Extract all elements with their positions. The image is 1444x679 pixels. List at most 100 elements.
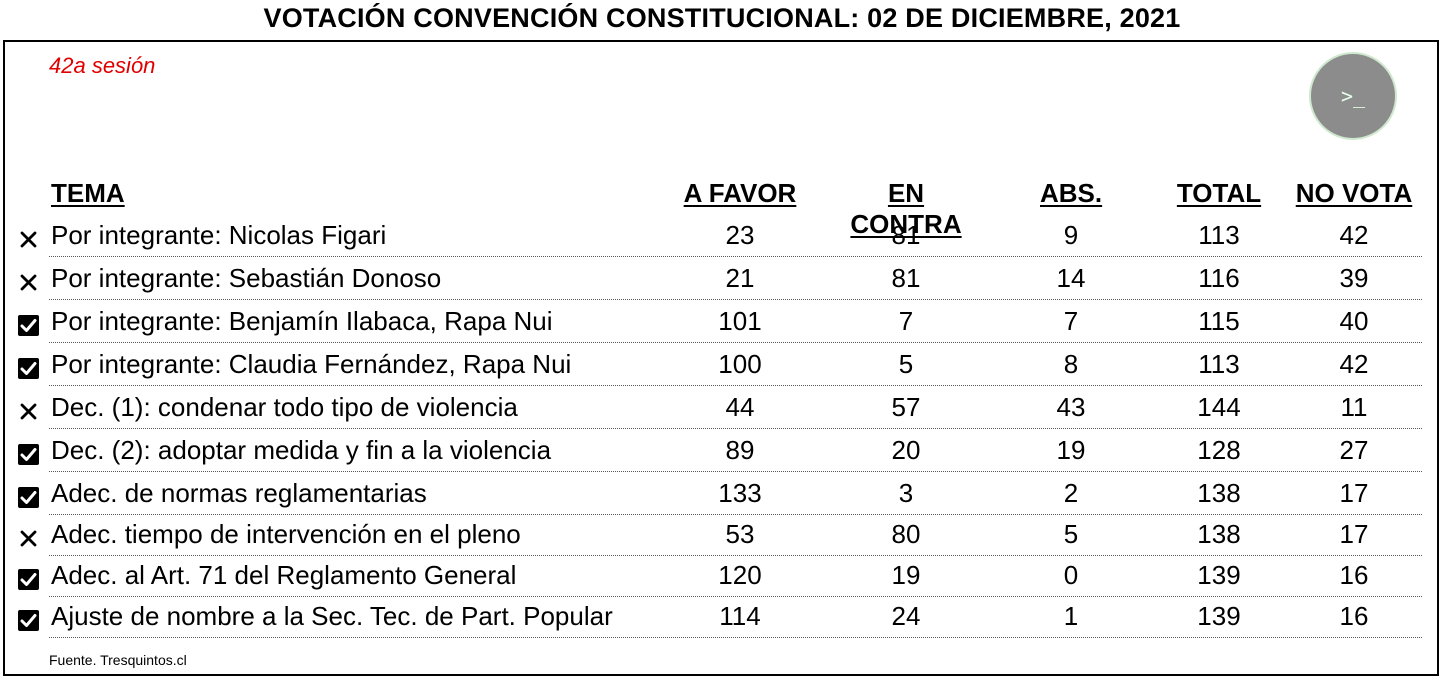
row-tema: Por integrante: Benjamín Ilabaca, Rapa N… bbox=[51, 306, 553, 336]
row-abs: 2 bbox=[1063, 478, 1079, 508]
row-no-vota: 42 bbox=[1339, 220, 1369, 250]
row-no-vota: 39 bbox=[1339, 263, 1369, 293]
row-abs: 5 bbox=[1063, 519, 1079, 549]
row-a-favor: 53 bbox=[725, 519, 755, 549]
row-divider bbox=[49, 385, 1422, 386]
source-note: Fuente. Tresquintos.cl bbox=[49, 652, 187, 668]
row-total: 144 bbox=[1197, 392, 1241, 422]
checkbox-checked-icon bbox=[18, 315, 39, 336]
cross-icon bbox=[18, 528, 39, 549]
row-en-contra: 19 bbox=[891, 560, 921, 590]
row-no-vota: 42 bbox=[1339, 349, 1369, 379]
header-no-vota: NO VOTA bbox=[1295, 178, 1413, 208]
table-row: Dec. (1): condenar todo tipo de violenci… bbox=[0, 386, 1444, 429]
row-abs: 1 bbox=[1063, 601, 1079, 631]
row-divider bbox=[49, 299, 1422, 300]
row-en-contra: 57 bbox=[891, 392, 921, 422]
header-abs: ABS. bbox=[1040, 178, 1103, 208]
table-row: Por integrante: Sebastián Donoso 21 81 14 11… bbox=[0, 257, 1444, 300]
row-tema: Dec. (1): condenar todo tipo de violenci… bbox=[51, 392, 518, 422]
row-divider bbox=[49, 428, 1422, 429]
row-a-favor: 120 bbox=[718, 560, 762, 590]
row-total: 139 bbox=[1197, 601, 1241, 631]
row-en-contra: 5 bbox=[898, 349, 914, 379]
row-a-favor: 114 bbox=[719, 601, 761, 631]
row-total: 128 bbox=[1197, 435, 1241, 465]
cross-icon bbox=[18, 272, 39, 293]
row-en-contra: 81 bbox=[891, 220, 921, 250]
row-tema: Adec. al Art. 71 del Reglamento General bbox=[51, 560, 517, 590]
row-divider bbox=[49, 471, 1422, 472]
row-divider bbox=[49, 514, 1422, 515]
row-no-vota: 16 bbox=[1339, 560, 1369, 590]
row-tema: Por integrante: Nicolas Figari bbox=[51, 220, 387, 250]
row-tema: Por integrante: Sebastián Donoso bbox=[51, 263, 442, 293]
row-total: 113 bbox=[1198, 220, 1240, 250]
row-tema: Por integrante: Claudia Fernández, Rapa … bbox=[51, 349, 572, 379]
row-a-favor: 101 bbox=[718, 306, 762, 336]
row-total: 139 bbox=[1197, 560, 1241, 590]
row-divider bbox=[49, 256, 1422, 257]
session-label: 42a sesión bbox=[49, 53, 156, 78]
row-divider bbox=[49, 342, 1422, 343]
row-no-vota: 27 bbox=[1339, 435, 1369, 465]
cross-icon bbox=[18, 229, 39, 250]
row-divider bbox=[49, 637, 1422, 638]
terminal-icon[interactable]: >_ bbox=[1309, 52, 1397, 140]
row-tema: Ajuste de nombre a la Sec. Tec. de Part.… bbox=[51, 601, 613, 631]
row-abs: 14 bbox=[1056, 263, 1086, 293]
table-row: Adec. tiempo de intervención en el pleno… bbox=[0, 513, 1444, 556]
header-a-favor: A FAVOR bbox=[683, 178, 797, 208]
row-total: 138 bbox=[1197, 478, 1241, 508]
row-no-vota: 17 bbox=[1339, 478, 1369, 508]
terminal-glyph: >_ bbox=[1340, 84, 1366, 108]
content-frame bbox=[3, 40, 1439, 676]
row-abs: 19 bbox=[1056, 435, 1086, 465]
row-tema: Adec. de normas reglamentarias bbox=[51, 478, 427, 508]
table-row: Adec. al Art. 71 del Reglamento General 1… bbox=[0, 554, 1444, 597]
row-a-favor: 21 bbox=[725, 263, 755, 293]
row-no-vota: 40 bbox=[1339, 306, 1369, 336]
row-total: 116 bbox=[1198, 263, 1240, 293]
row-abs: 7 bbox=[1063, 306, 1079, 336]
row-total: 138 bbox=[1197, 519, 1241, 549]
row-abs: 0 bbox=[1063, 560, 1079, 590]
header-en-contra: EN CONTRA bbox=[850, 178, 962, 239]
row-tema: Adec. tiempo de intervención en el pleno bbox=[51, 519, 521, 549]
row-en-contra: 80 bbox=[891, 519, 921, 549]
row-no-vota: 11 bbox=[1340, 392, 1368, 422]
checkbox-checked-icon bbox=[18, 487, 39, 508]
row-abs: 9 bbox=[1063, 220, 1079, 250]
table-row: Ajuste de nombre a la Sec. Tec. de Part.… bbox=[0, 595, 1444, 638]
row-no-vota: 17 bbox=[1339, 519, 1369, 549]
table-row: Dec. (2): adoptar medida y fin a la viol… bbox=[0, 429, 1444, 472]
checkbox-checked-icon bbox=[18, 444, 39, 465]
checkbox-checked-icon bbox=[18, 610, 39, 631]
table-row: Adec. de normas reglamentarias 133 3 2 138 17 bbox=[0, 472, 1444, 515]
row-abs: 8 bbox=[1063, 349, 1079, 379]
row-a-favor: 89 bbox=[725, 435, 755, 465]
row-en-contra: 20 bbox=[891, 435, 921, 465]
row-a-favor: 44 bbox=[725, 392, 755, 422]
row-no-vota: 16 bbox=[1339, 601, 1369, 631]
row-a-favor: 23 bbox=[725, 220, 755, 250]
row-en-contra: 81 bbox=[891, 263, 921, 293]
row-en-contra: 24 bbox=[891, 601, 921, 631]
header-total: TOTAL bbox=[1176, 178, 1262, 208]
row-a-favor: 133 bbox=[718, 478, 762, 508]
row-tema: Dec. (2): adoptar medida y fin a la viol… bbox=[51, 435, 552, 465]
cross-icon bbox=[18, 401, 39, 422]
row-divider bbox=[49, 596, 1422, 597]
checkbox-checked-icon bbox=[18, 569, 39, 590]
row-divider bbox=[49, 555, 1422, 556]
table-row: Por integrante: Benjamín Ilabaca, Rapa N… bbox=[0, 300, 1444, 343]
table-row: Por integrante: Nicolas Figari 23 81 9 113 42 bbox=[0, 214, 1444, 257]
row-total: 115 bbox=[1198, 306, 1240, 336]
row-en-contra: 3 bbox=[898, 478, 914, 508]
row-abs: 43 bbox=[1056, 392, 1086, 422]
header-tema: TEMA bbox=[51, 178, 125, 208]
table-row: Por integrante: Claudia Fernández, Rapa … bbox=[0, 343, 1444, 386]
row-total: 113 bbox=[1198, 349, 1240, 379]
page-title: VOTACIÓN CONVENCIÓN CONSTITUCIONAL: 02 D… bbox=[263, 3, 1181, 33]
row-a-favor: 100 bbox=[718, 349, 762, 379]
